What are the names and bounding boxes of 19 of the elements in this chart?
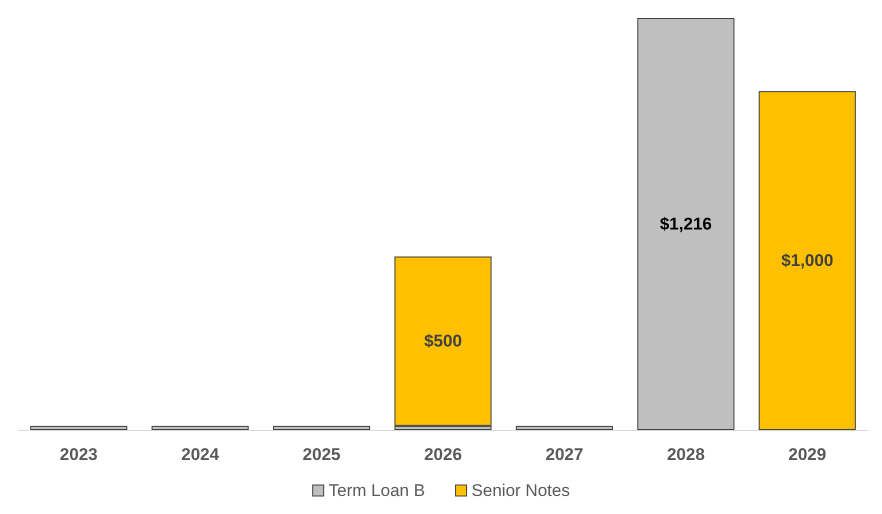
data-label: $1,000: [781, 251, 834, 270]
x-tick-label: 2026: [424, 445, 462, 464]
x-tick-label: 2023: [60, 445, 98, 464]
bar: [30, 426, 128, 430]
x-tick-label: 2027: [546, 445, 584, 464]
x-tick-label: 2025: [302, 445, 340, 464]
bar: [394, 256, 492, 426]
x-tick-label: 2029: [788, 445, 826, 464]
bar: [516, 426, 613, 430]
data-label: $1,216: [660, 214, 712, 234]
x-tick-label: 2028: [666, 445, 705, 464]
bar: [637, 18, 734, 430]
data-label: $500: [424, 332, 462, 351]
legend-label: Term Loan B: [328, 481, 426, 500]
x-tick-label: 2024: [181, 445, 220, 464]
bar: [273, 426, 370, 430]
legend-label: Senior Notes: [472, 481, 570, 500]
bar: [758, 91, 856, 430]
bar: [152, 426, 249, 430]
